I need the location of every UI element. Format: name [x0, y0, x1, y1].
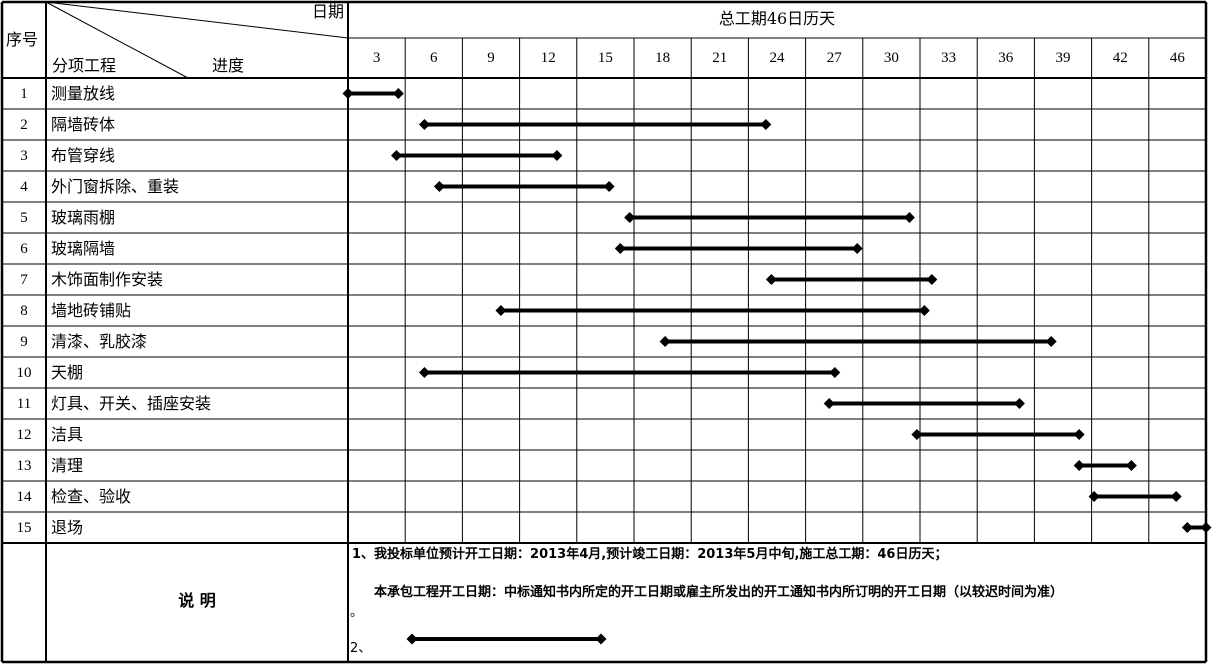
chart-title: 总工期46日历天 [718, 9, 836, 28]
task-name: 外门窗拆除、重装 [51, 177, 180, 196]
task-number: 6 [20, 241, 28, 257]
task-number: 2 [20, 117, 28, 133]
task-start-marker [614, 243, 626, 254]
task-start-marker [659, 336, 671, 347]
day-tick-label: 6 [430, 50, 438, 66]
task-number: 5 [20, 210, 28, 226]
header-diagonal-1 [45, 1, 349, 39]
task-name: 墙地砖铺贴 [51, 301, 132, 320]
task-number: 9 [20, 334, 28, 350]
task-end-marker [829, 367, 841, 378]
task-end-marker [1125, 460, 1137, 471]
task-start-marker [342, 88, 354, 99]
notes-line-2-end: 。 [350, 605, 364, 620]
task-start-marker [495, 305, 507, 316]
day-tick-label: 39 [1055, 50, 1071, 66]
date-header: 日期 [312, 2, 345, 21]
task-end-marker [1073, 429, 1085, 440]
task-number: 11 [16, 396, 32, 412]
task-number: 1 [20, 86, 28, 102]
notes-line-1: 1、我投标单位预计开工日期：2013年4月,预计竣工日期：2013年5月中旬,施… [352, 547, 948, 562]
task-start-marker [433, 181, 445, 192]
task-number: 13 [16, 458, 32, 474]
task-number: 8 [20, 303, 28, 319]
task-start-marker [911, 429, 923, 440]
day-tick-label: 18 [655, 50, 671, 66]
task-end-marker [903, 212, 915, 223]
task-name: 洁具 [51, 425, 84, 444]
task-name: 退场 [51, 518, 84, 537]
day-tick-label: 12 [540, 50, 556, 66]
task-end-marker [603, 181, 615, 192]
task-name: 木饰面制作安装 [51, 270, 164, 289]
task-number: 10 [16, 365, 32, 381]
task-end-marker [918, 305, 930, 316]
task-end-marker [1045, 336, 1057, 347]
task-name: 清漆、乳胶漆 [51, 332, 148, 351]
task-start-marker [1181, 522, 1193, 533]
task-name: 清理 [51, 456, 84, 475]
task-number: 3 [20, 148, 28, 164]
task-start-marker [624, 212, 636, 223]
task-number: 15 [16, 520, 32, 536]
task-name: 玻璃隔墙 [51, 239, 116, 258]
task-start-marker [418, 367, 430, 378]
task-start-marker [823, 398, 835, 409]
day-tick-label: 33 [941, 50, 957, 66]
day-tick-label: 21 [712, 50, 728, 66]
task-end-marker [1170, 491, 1182, 502]
task-start-marker [390, 150, 402, 161]
task-start-marker [1088, 491, 1100, 502]
task-start-marker [418, 119, 430, 130]
legend-start-marker [406, 633, 418, 645]
task-end-marker [760, 119, 772, 130]
task-end-marker [551, 150, 563, 161]
task-number: 14 [16, 489, 32, 505]
item-header: 分项工程 [52, 56, 117, 75]
task-name: 玻璃雨棚 [51, 208, 116, 227]
task-end-marker [392, 88, 404, 99]
day-tick-label: 42 [1112, 50, 1128, 66]
progress-header: 进度 [212, 56, 245, 75]
task-name: 测量放线 [51, 84, 116, 103]
task-number: 12 [16, 427, 32, 443]
task-name: 隔墙砖体 [51, 115, 116, 134]
task-number: 4 [20, 179, 28, 195]
day-tick-label: 15 [597, 50, 613, 66]
task-name: 天棚 [51, 363, 84, 382]
task-end-marker [926, 274, 938, 285]
header-diagonal-2 [45, 1, 189, 79]
day-tick-label: 9 [487, 50, 495, 66]
task-end-marker [851, 243, 863, 254]
day-tick-label: 36 [998, 50, 1014, 66]
day-tick-label: 30 [883, 50, 899, 66]
task-name: 布管穿线 [51, 146, 116, 165]
day-tick-label: 46 [1169, 50, 1185, 66]
notes-label: 说 明 [178, 591, 216, 610]
task-end-marker [1200, 522, 1212, 533]
notes-line-3-prefix: 2、 [350, 641, 372, 656]
task-end-marker [1013, 398, 1025, 409]
task-number: 7 [20, 272, 28, 288]
task-start-marker [1073, 460, 1085, 471]
task-name: 灯具、开关、插座安装 [51, 394, 212, 413]
task-name: 检查、验收 [51, 487, 132, 506]
notes-line-2: 本承包工程开工日期：中标通知书内所定的开工日期或雇主所发出的开工通知书内所订明的… [374, 585, 1064, 600]
legend-end-marker [595, 633, 607, 645]
seq-header: 序号 [6, 30, 39, 49]
task-start-marker [765, 274, 777, 285]
day-tick-label: 3 [372, 50, 381, 66]
day-tick-label: 27 [826, 50, 842, 66]
day-tick-label: 24 [769, 50, 785, 66]
